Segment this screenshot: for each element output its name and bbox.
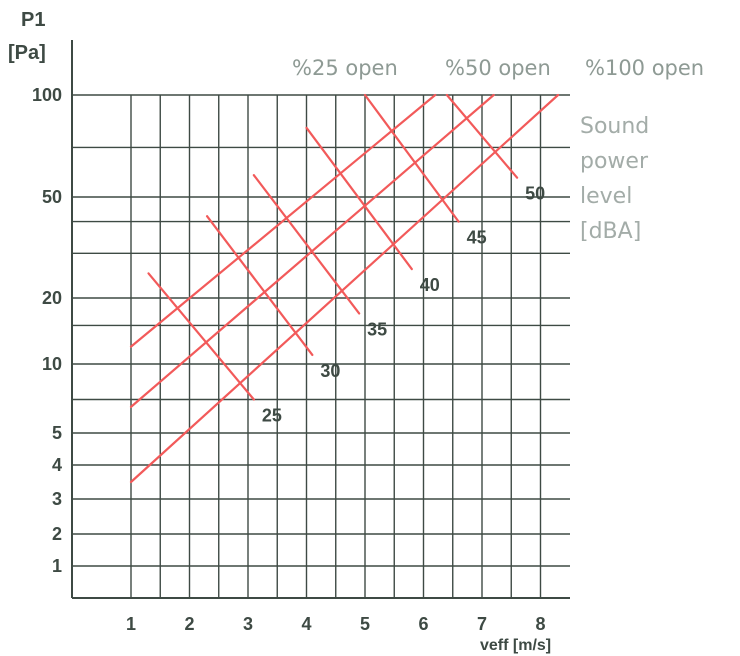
iso-label-40: 40 bbox=[420, 275, 440, 295]
series-label-50: %50 open bbox=[445, 56, 551, 80]
series-line-2 bbox=[129, 93, 560, 484]
y-tick-labels: 1 2 3 4 5 10 20 50 100 bbox=[32, 85, 62, 576]
legend-line-4: [dBA] bbox=[580, 219, 641, 244]
y-tick-label: 20 bbox=[42, 288, 62, 308]
legend-line-2: power bbox=[580, 149, 649, 174]
iso-labels: 25 30 35 40 45 50 bbox=[262, 184, 545, 426]
iso-label-30: 30 bbox=[320, 361, 340, 381]
series-label-25: %25 open bbox=[292, 56, 398, 80]
x-tick-labels: 1 2 3 4 5 6 7 8 bbox=[126, 614, 546, 634]
x-tick-label: 7 bbox=[477, 614, 487, 634]
iso-label-50: 50 bbox=[525, 184, 545, 204]
y-tick-label: 2 bbox=[52, 524, 62, 544]
series-line-0 bbox=[129, 93, 437, 348]
y-tick-label: 5 bbox=[52, 423, 62, 443]
grid bbox=[72, 94, 570, 598]
y-tick-label: 100 bbox=[32, 85, 62, 105]
x-tick-label: 5 bbox=[360, 614, 370, 634]
y-tick-label: 50 bbox=[42, 187, 62, 207]
y-axis-title-line2: [Pa] bbox=[8, 42, 46, 64]
curves bbox=[129, 93, 560, 484]
x-tick-label: 6 bbox=[418, 614, 428, 634]
x-tick-label: 8 bbox=[535, 614, 545, 634]
iso-line-25 bbox=[147, 272, 255, 401]
x-axis-title: veff [m/s] bbox=[480, 637, 551, 654]
x-tick-label: 1 bbox=[126, 614, 136, 634]
axes bbox=[71, 40, 570, 599]
iso-line-45 bbox=[363, 93, 460, 223]
x-tick-label: 4 bbox=[301, 614, 311, 634]
iso-label-45: 45 bbox=[467, 228, 487, 248]
iso-line-35 bbox=[252, 174, 361, 315]
y-tick-label: 10 bbox=[42, 354, 62, 374]
y-tick-label: 1 bbox=[52, 556, 62, 576]
iso-label-35: 35 bbox=[367, 319, 387, 339]
legend-line-3: level bbox=[580, 184, 632, 209]
x-tick-label: 2 bbox=[184, 614, 194, 634]
iso-line-50 bbox=[445, 93, 519, 179]
legend-line-1: Sound bbox=[580, 114, 649, 139]
x-tick-label: 3 bbox=[243, 614, 253, 634]
iso-line-40 bbox=[305, 126, 413, 271]
y-tick-label: 4 bbox=[52, 455, 62, 475]
iso-label-25: 25 bbox=[262, 406, 282, 426]
y-tick-label: 3 bbox=[52, 489, 62, 509]
y-axis-title-line1: P1 bbox=[21, 9, 45, 31]
iso-line-30 bbox=[205, 215, 314, 357]
series-label-100: %100 open bbox=[585, 56, 704, 80]
legend: Sound power level [dBA] bbox=[580, 114, 649, 244]
